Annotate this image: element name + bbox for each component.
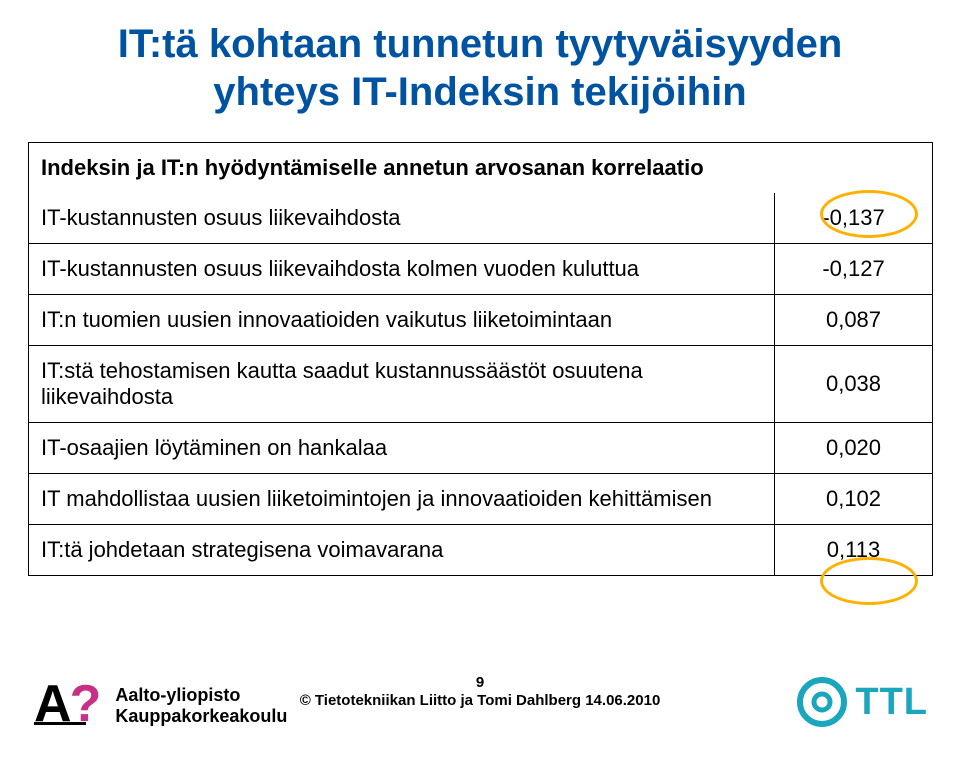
correlation-table: Indeksin ja IT:n hyödyntämiselle annetun… [28, 142, 933, 576]
cell-label: IT:tä johdetaan strategisena voimavarana [29, 525, 775, 576]
title-line-1: IT:tä kohtaan tunnetun tyytyväisyyden [118, 22, 843, 66]
cell-value: -0,127 [775, 244, 933, 295]
cell-value: 0,087 [775, 295, 933, 346]
cell-label: IT-kustannusten osuus liikevaihdosta [29, 193, 775, 244]
cell-value: 0,102 [775, 474, 933, 525]
ttl-text: TTL [855, 681, 928, 724]
cell-label: IT:stä tehostamisen kautta saadut kustan… [29, 346, 775, 423]
ttl-ring-icon [795, 675, 849, 729]
title-line-2: yhteys IT-Indeksin tekijöihin [213, 70, 746, 114]
cell-value: -0,137 [775, 193, 933, 244]
ttl-logo: TTL [795, 675, 928, 729]
cell-label: IT:n tuomien uusien innovaatioiden vaiku… [29, 295, 775, 346]
table-header: Indeksin ja IT:n hyödyntämiselle annetun… [29, 143, 933, 194]
cell-label: IT-kustannusten osuus liikevaihdosta kol… [29, 244, 775, 295]
cell-label: IT mahdollistaa uusien liiketoimintojen … [29, 474, 775, 525]
table-row: IT mahdollistaa uusien liiketoimintojen … [29, 474, 933, 525]
page-title: IT:tä kohtaan tunnetun tyytyväisyyden yh… [28, 20, 932, 116]
cell-label: IT-osaajien löytäminen on hankalaa [29, 423, 775, 474]
table-row: IT-kustannusten osuus liikevaihdosta kol… [29, 244, 933, 295]
table-row: IT:n tuomien uusien innovaatioiden vaiku… [29, 295, 933, 346]
cell-value: 0,113 [775, 525, 933, 576]
table-row: IT:tä johdetaan strategisena voimavarana… [29, 525, 933, 576]
table-row: IT:stä tehostamisen kautta saadut kustan… [29, 346, 933, 423]
cell-value: 0,020 [775, 423, 933, 474]
table-row: IT-kustannusten osuus liikevaihdosta -0,… [29, 193, 933, 244]
slide-footer: A? Aalto-yliopisto Kauppakorkeakoulu 9 ©… [0, 639, 960, 749]
cell-value: 0,038 [775, 346, 933, 423]
table-row: IT-osaajien löytäminen on hankalaa 0,020 [29, 423, 933, 474]
